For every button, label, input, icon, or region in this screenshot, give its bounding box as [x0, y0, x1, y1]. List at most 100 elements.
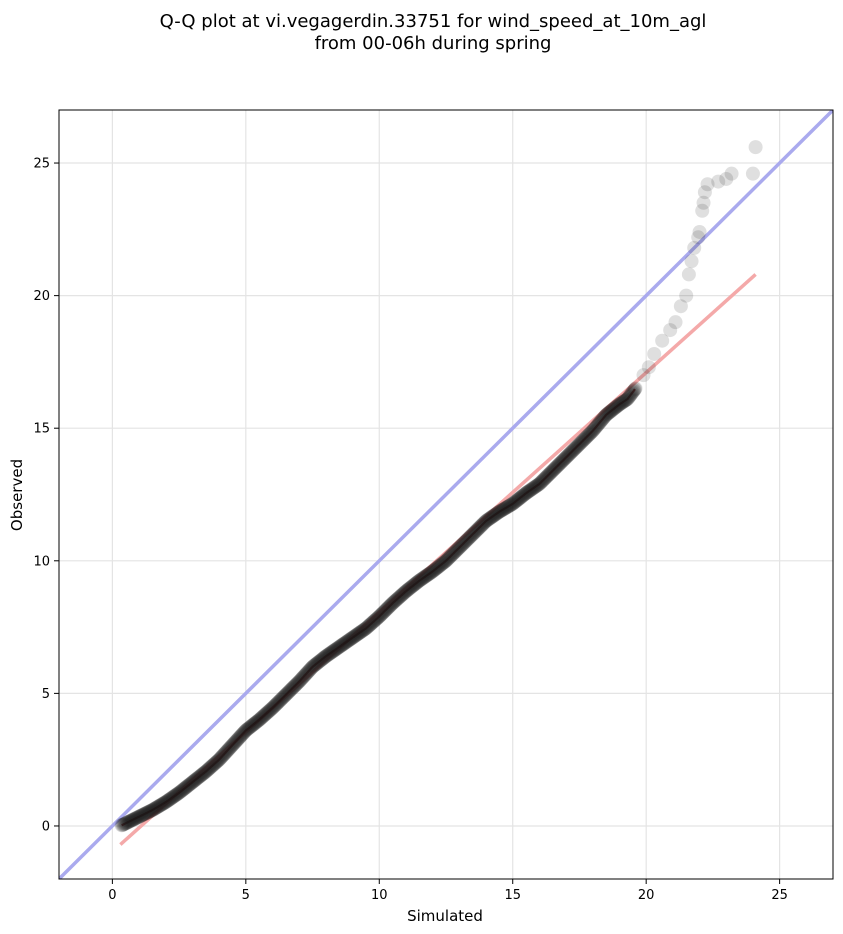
data-point	[492, 504, 507, 519]
data-point	[372, 609, 387, 624]
data-point	[251, 713, 266, 728]
data-point	[288, 678, 303, 693]
data-point	[142, 804, 157, 819]
data-point	[411, 574, 426, 589]
data-point	[272, 694, 287, 709]
data-point	[425, 564, 440, 579]
data-point	[556, 452, 571, 467]
data-point	[265, 701, 280, 716]
data-point	[298, 668, 313, 683]
data-point	[160, 793, 175, 808]
data-point	[183, 776, 198, 791]
data-point	[405, 579, 420, 594]
data-point	[290, 676, 305, 691]
data-point	[215, 748, 230, 763]
data-point	[510, 493, 525, 508]
data-point	[181, 777, 196, 792]
data-point	[129, 810, 144, 825]
data-point	[344, 631, 359, 646]
data-point	[615, 395, 630, 410]
data-point	[204, 759, 219, 774]
data-point	[328, 642, 343, 657]
data-point	[308, 657, 323, 672]
data-point	[555, 453, 570, 468]
data-point	[455, 537, 470, 552]
data-point	[121, 815, 136, 830]
data-point	[564, 444, 579, 459]
data-point	[309, 656, 324, 671]
data-point	[546, 463, 561, 478]
data-point	[539, 470, 554, 485]
data-point	[436, 555, 451, 570]
data-point	[451, 541, 466, 556]
reference-line-group	[59, 110, 833, 879]
data-point	[466, 526, 481, 541]
data-point	[327, 643, 342, 658]
data-point	[145, 803, 160, 818]
data-point	[450, 542, 465, 557]
data-point	[396, 586, 411, 601]
data-point	[291, 674, 306, 689]
data-point	[201, 762, 216, 777]
data-point	[614, 396, 629, 411]
data-point	[498, 501, 513, 516]
data-point	[213, 751, 228, 766]
x-axis-label: Simulated	[407, 907, 483, 925]
data-point	[157, 795, 172, 810]
data-point	[453, 539, 468, 554]
data-point	[357, 622, 372, 637]
data-point-tail	[636, 368, 651, 383]
data-point	[270, 695, 285, 710]
data-point	[141, 804, 156, 819]
data-point	[473, 519, 488, 534]
data-point	[501, 499, 516, 514]
data-point	[225, 738, 240, 753]
data-point	[463, 529, 478, 544]
data-point	[197, 765, 212, 780]
data-point	[244, 719, 259, 734]
data-point	[386, 595, 401, 610]
data-point	[534, 475, 549, 490]
data-point	[337, 636, 352, 651]
data-point	[619, 392, 634, 407]
grid-lines	[59, 110, 833, 879]
data-point	[439, 552, 454, 567]
data-point	[218, 746, 233, 761]
data-point	[608, 400, 623, 415]
data-point	[430, 560, 445, 575]
data-point	[234, 727, 249, 742]
data-point	[590, 418, 605, 433]
data-point	[363, 617, 378, 632]
data-point	[446, 546, 461, 561]
data-point	[298, 667, 313, 682]
data-point	[486, 509, 501, 524]
data-point	[134, 808, 149, 823]
data-point	[127, 811, 142, 826]
data-point	[595, 412, 610, 427]
data-point	[429, 561, 444, 576]
data-point	[354, 624, 369, 639]
data-point	[520, 485, 535, 500]
data-point	[410, 574, 425, 589]
data-point	[437, 555, 452, 570]
data-point	[538, 471, 553, 486]
data-point	[504, 497, 519, 512]
data-point	[205, 758, 220, 773]
data-point	[499, 500, 514, 515]
data-point	[230, 732, 245, 747]
data-point	[269, 697, 284, 712]
data-point	[320, 648, 335, 663]
data-point	[557, 451, 572, 466]
data-point	[205, 758, 220, 773]
data-point	[522, 483, 537, 498]
data-point	[219, 744, 234, 759]
data-point	[318, 649, 333, 664]
data-point	[443, 549, 458, 564]
data-point	[406, 577, 421, 592]
data-point	[369, 612, 384, 627]
data-point	[297, 668, 312, 683]
data-point	[558, 451, 573, 466]
data-point	[260, 705, 275, 720]
data-point	[526, 481, 541, 496]
data-point	[124, 813, 139, 828]
